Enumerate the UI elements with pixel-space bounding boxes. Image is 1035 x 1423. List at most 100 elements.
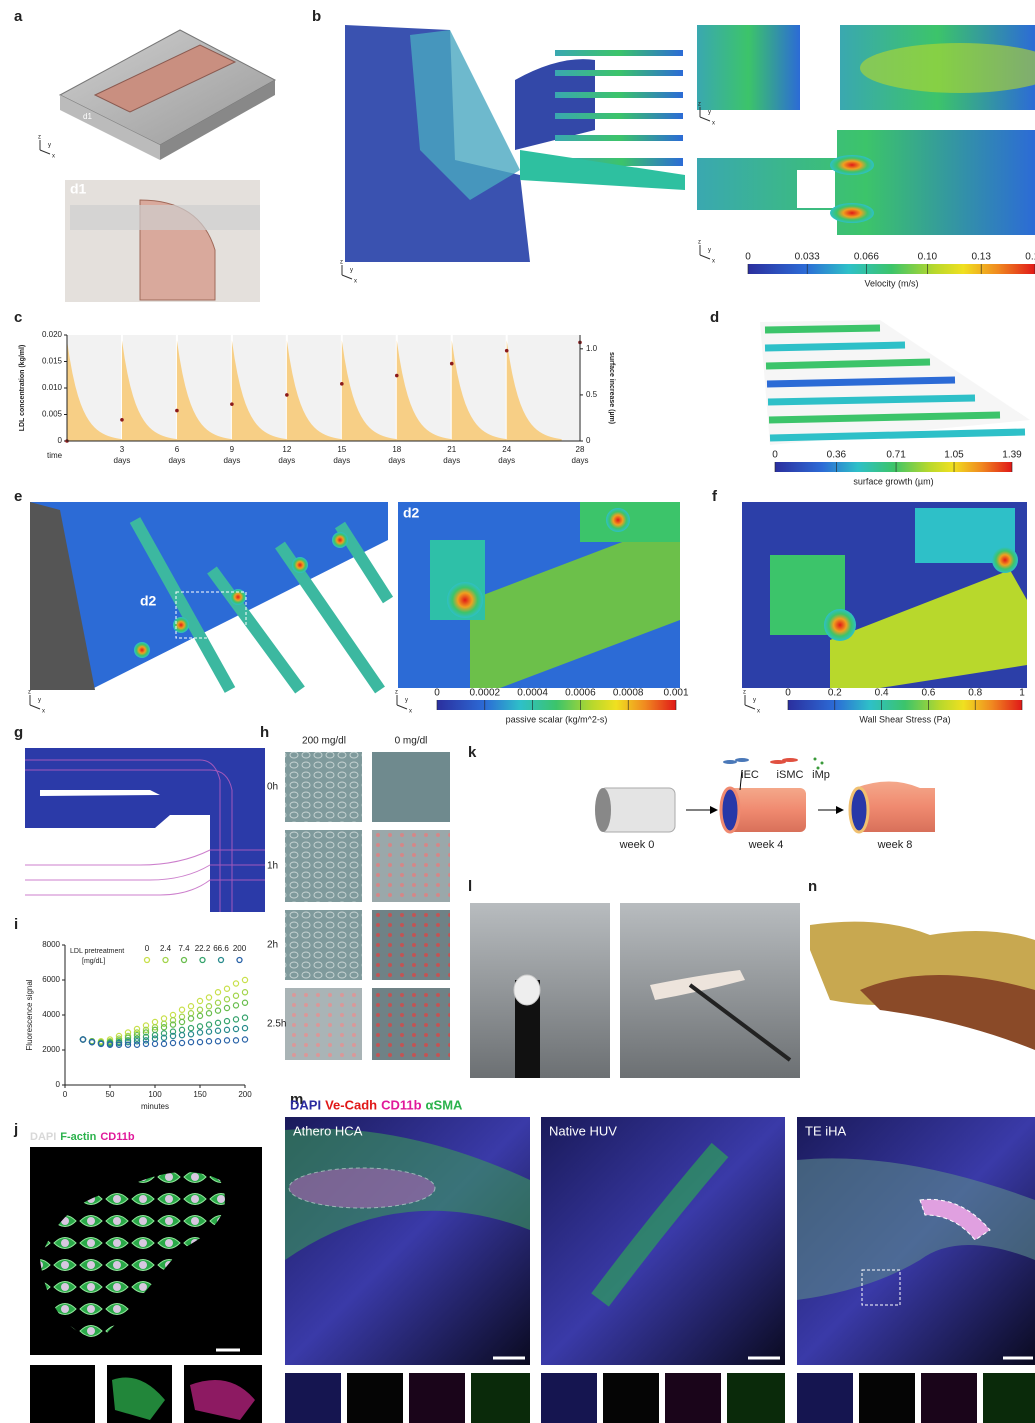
data-point (188, 1026, 193, 1031)
image-title: TE iHA (805, 1123, 847, 1138)
image-title: Native HUV (549, 1123, 617, 1138)
colorbar-tick-label: 0.0002 (470, 688, 501, 699)
colorbar (788, 700, 1022, 710)
triad-label: z (698, 240, 701, 246)
data-point (80, 1037, 85, 1042)
panel-label: i (14, 916, 18, 933)
x-tick-label: 3 (120, 445, 125, 454)
data-point (197, 998, 202, 1003)
triad-label: x (712, 121, 715, 127)
colorbar-tick-label: 0.36 (827, 450, 847, 461)
triad-label: x (42, 709, 45, 715)
data-point (188, 1011, 193, 1016)
data-point (215, 990, 220, 995)
panel-label: l (468, 878, 472, 895)
triad-label: y (708, 110, 711, 116)
panel-label: f (712, 488, 718, 505)
x-tick-label: 12 (282, 445, 291, 454)
panel-label: e (14, 488, 22, 505)
surface-point (450, 362, 454, 366)
triad-label: x (757, 709, 760, 715)
colorbar-title: Wall Shear Stress (Pa) (859, 714, 950, 724)
panel-label: h (260, 724, 269, 741)
y2-tick-label: 0.5 (586, 390, 598, 399)
triad-axis (342, 275, 352, 279)
x-tick-label: 6 (175, 445, 180, 454)
row-label: 0h (267, 782, 278, 793)
legend-marker (163, 958, 168, 963)
colorbar-tick-label: 0.4 (875, 688, 889, 699)
triad-axis (700, 255, 710, 259)
data-point (197, 1040, 202, 1045)
row-label: 2h (267, 940, 278, 951)
x-tick-label: 28 (576, 445, 585, 454)
y-tick-label: 0 (58, 436, 63, 445)
x-tick-label: 50 (106, 1090, 115, 1099)
data-point (179, 1019, 184, 1024)
triad-label: x (409, 709, 412, 715)
panel-label: k (468, 744, 477, 761)
data-point (206, 995, 211, 1000)
colorbar-tick-label: 0.066 (854, 252, 879, 263)
stain-label: F-actin (60, 1131, 96, 1143)
data-point (197, 1007, 202, 1012)
data-point (170, 1040, 175, 1045)
triad-label: z (743, 690, 746, 696)
triad-label: x (52, 154, 55, 160)
data-point (134, 1042, 139, 1047)
data-point (170, 1012, 175, 1017)
colorbar-tick-label: 1.05 (944, 450, 964, 461)
data-point (224, 1038, 229, 1043)
triad-label: z (38, 135, 41, 141)
y-tick-label: 0 (56, 1080, 61, 1089)
triad-label: x (712, 259, 715, 265)
legend-marker (145, 958, 150, 963)
triad-label: z (340, 260, 343, 266)
colorbar-title: passive scalar (kg/m^2-s) (506, 714, 608, 724)
y-tick-label: 0.020 (42, 330, 63, 339)
colorbar-tick-label: 0 (434, 688, 440, 699)
data-point (233, 981, 238, 986)
x-unit-label: days (223, 456, 240, 465)
colorbar-tick-label: 0.0004 (517, 688, 548, 699)
x-unit-label: days (278, 456, 295, 465)
data-point (188, 1004, 193, 1009)
x-axis-label: time (47, 451, 63, 460)
surface-point (285, 393, 289, 397)
image-title: Athero HCA (293, 1123, 363, 1138)
x-tick-label: 0 (63, 1090, 68, 1099)
data-point (161, 1025, 166, 1030)
data-point (161, 1016, 166, 1021)
colorbar (748, 264, 1035, 274)
y-axis-label: LDL concentration (kg/ml) (19, 345, 26, 432)
data-point (242, 1026, 247, 1031)
data-point (188, 1040, 193, 1045)
triad-label: y (350, 268, 353, 274)
surface-point (120, 418, 124, 422)
x-unit-label: days (498, 456, 515, 465)
y-tick-label: 0.010 (42, 383, 63, 392)
y-tick-label: 8000 (42, 940, 60, 949)
data-point (152, 1019, 157, 1024)
y-tick-label: 0.015 (42, 357, 63, 366)
x-unit-label: days (572, 456, 589, 465)
surface-point (505, 349, 509, 353)
data-point (179, 1027, 184, 1032)
data-point (242, 1000, 247, 1005)
row-label: 1h (267, 861, 278, 872)
x-tick-label: 21 (447, 445, 456, 454)
data-point (161, 1041, 166, 1046)
triad-label: y (48, 143, 51, 149)
stain-label: CD11b (381, 1097, 422, 1112)
data-point (206, 1011, 211, 1016)
stain-label: DAPI (30, 1131, 56, 1143)
x-unit-label: days (388, 456, 405, 465)
triad-label: y (405, 698, 408, 704)
x-unit-label: days (114, 456, 131, 465)
cell-label: iSMC (777, 769, 804, 781)
inset-label: d2 (403, 505, 420, 521)
cell-label: iEC (741, 769, 759, 781)
panel-label: a (14, 8, 23, 25)
surface-point (340, 382, 344, 386)
legend-marker (237, 958, 242, 963)
